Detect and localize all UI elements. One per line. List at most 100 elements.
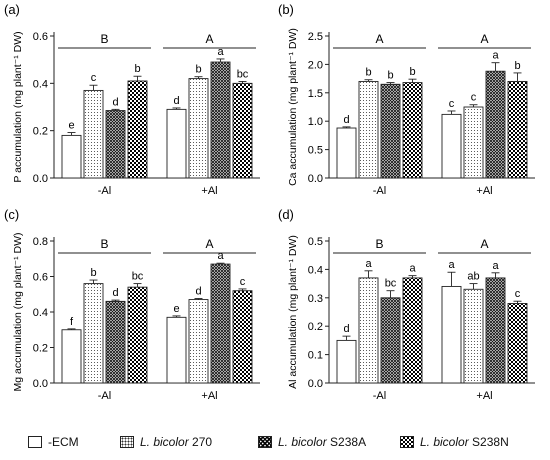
significance-letter: c (240, 276, 246, 288)
legend-item-s238a: L. bicolor S238A (258, 434, 366, 450)
bar (83, 283, 104, 384)
y-tick-label: 0.4 (308, 264, 323, 276)
legend-species: L. bicolor (278, 435, 327, 449)
category-label: +Al (476, 185, 492, 197)
significance-letter: a (492, 260, 499, 272)
bar (441, 113, 462, 179)
legend-item-l270: L. bicolor 270 (120, 434, 212, 450)
y-tick-label: 0.2 (33, 126, 48, 138)
significance-letter: d (112, 96, 118, 108)
bar (188, 299, 209, 384)
legend-species: L. bicolor (420, 435, 469, 449)
y-axis-label: P accumulation (mg plant⁻¹ DW) (12, 31, 24, 182)
panel-label: (b) (278, 2, 294, 17)
significance-letter: a (217, 46, 224, 58)
y-tick-label: 2.0 (308, 59, 323, 71)
significance-letter: d (112, 287, 118, 299)
category-label: -Al (373, 390, 386, 402)
y-tick-label: 0.2 (308, 321, 323, 333)
significance-letter: bc (132, 271, 144, 283)
significance-letter: e (68, 120, 74, 132)
significance-letter: b (387, 70, 393, 82)
bar (485, 277, 506, 384)
chart-panel: (c) 0.0 0.2 0.4 0.6 0.8 Mg accumulation (mg pl… (4, 207, 260, 402)
y-tick-label: 1.0 (308, 116, 323, 128)
category-label: +Al (476, 390, 492, 402)
category-label: +Al (201, 390, 217, 402)
y-tick-label: 0.5 (308, 236, 323, 248)
bar (232, 290, 253, 384)
y-tick-label: 0.0 (33, 378, 48, 390)
significance-letter: b (365, 67, 371, 79)
bar (127, 286, 148, 384)
significance-letter: a (492, 50, 499, 62)
legend-swatch (28, 436, 42, 448)
category-label: -Al (98, 390, 111, 402)
significance-letter: bc (385, 278, 397, 290)
category-label: -Al (373, 185, 386, 197)
significance-letter: b (195, 64, 201, 76)
legend-swatch (258, 436, 272, 448)
bar (402, 82, 423, 179)
panel-label: (d) (278, 207, 294, 222)
y-tick-label: 2.5 (308, 31, 323, 43)
category-label: +Al (201, 185, 217, 197)
significance-letter: d (195, 286, 201, 298)
bar (463, 106, 484, 179)
y-tick-label: 0.4 (33, 78, 48, 90)
bar (463, 288, 484, 384)
y-axis-label: Al accumulation (mg plant⁻¹ DW) (287, 235, 299, 389)
y-tick-label: 0.5 (308, 145, 323, 157)
y-axis-label: Mg accumulation (mg plant⁻¹ DW) (12, 232, 24, 391)
y-tick-label: 0.8 (33, 236, 48, 248)
bar (61, 134, 82, 179)
y-tick-label: 0.2 (33, 343, 48, 355)
chart-panel: (b) 0.0 0.5 1.0 1.5 2.0 2.5 Ca accumulation (mg… (278, 2, 535, 197)
y-tick-label: 0.0 (308, 378, 323, 390)
y-axis-label: Ca accumulation (mg plant⁻¹ DW) (287, 28, 299, 186)
legend-strain: S238N (468, 435, 509, 449)
bar (210, 61, 231, 179)
bar (402, 277, 423, 384)
bar (336, 127, 357, 179)
bar (441, 285, 462, 384)
bar (127, 80, 148, 179)
significance-letter: c (91, 72, 97, 84)
bar (358, 80, 379, 179)
significance-letter: a (409, 263, 416, 275)
bar (485, 70, 506, 179)
chart-panel: (d) 0.0 0.1 0.2 0.3 0.4 0.5 Al accumulation (mg… (278, 207, 535, 402)
significance-letter: a (448, 259, 455, 271)
y-tick-label: 0.6 (33, 31, 48, 43)
significance-letter: a (365, 258, 372, 270)
y-tick-label: 0.4 (33, 307, 48, 319)
y-tick-label: 0.0 (33, 173, 48, 185)
significance-letter: b (134, 63, 140, 75)
bar (105, 110, 126, 179)
group-letter: A (205, 237, 213, 251)
bar (83, 89, 104, 179)
panel-label: (c) (4, 207, 19, 222)
legend-species: L. bicolor (140, 435, 189, 449)
bar (105, 300, 126, 384)
significance-letter: f (70, 316, 74, 328)
y-tick-label: 0.6 (33, 272, 48, 284)
significance-letter: ab (467, 271, 479, 283)
group-letter: A (205, 32, 213, 46)
significance-letter: e (173, 303, 179, 315)
legend-swatch (120, 436, 134, 448)
significance-letter: b (409, 66, 415, 78)
group-letter: B (100, 32, 108, 46)
legend-strain: S238A (326, 435, 367, 449)
y-tick-label: 0.3 (308, 293, 323, 305)
bar (358, 277, 379, 384)
bar (380, 83, 401, 179)
group-letter: B (100, 237, 108, 251)
legend-swatch (400, 436, 414, 448)
legend-item-ecm: -ECM (28, 434, 79, 450)
bar (232, 82, 253, 179)
legend-item-s238n: L. bicolor S238N (400, 434, 509, 450)
significance-letter: b (90, 267, 96, 279)
legend-label: -ECM (48, 435, 79, 449)
significance-letter: b (514, 60, 520, 72)
